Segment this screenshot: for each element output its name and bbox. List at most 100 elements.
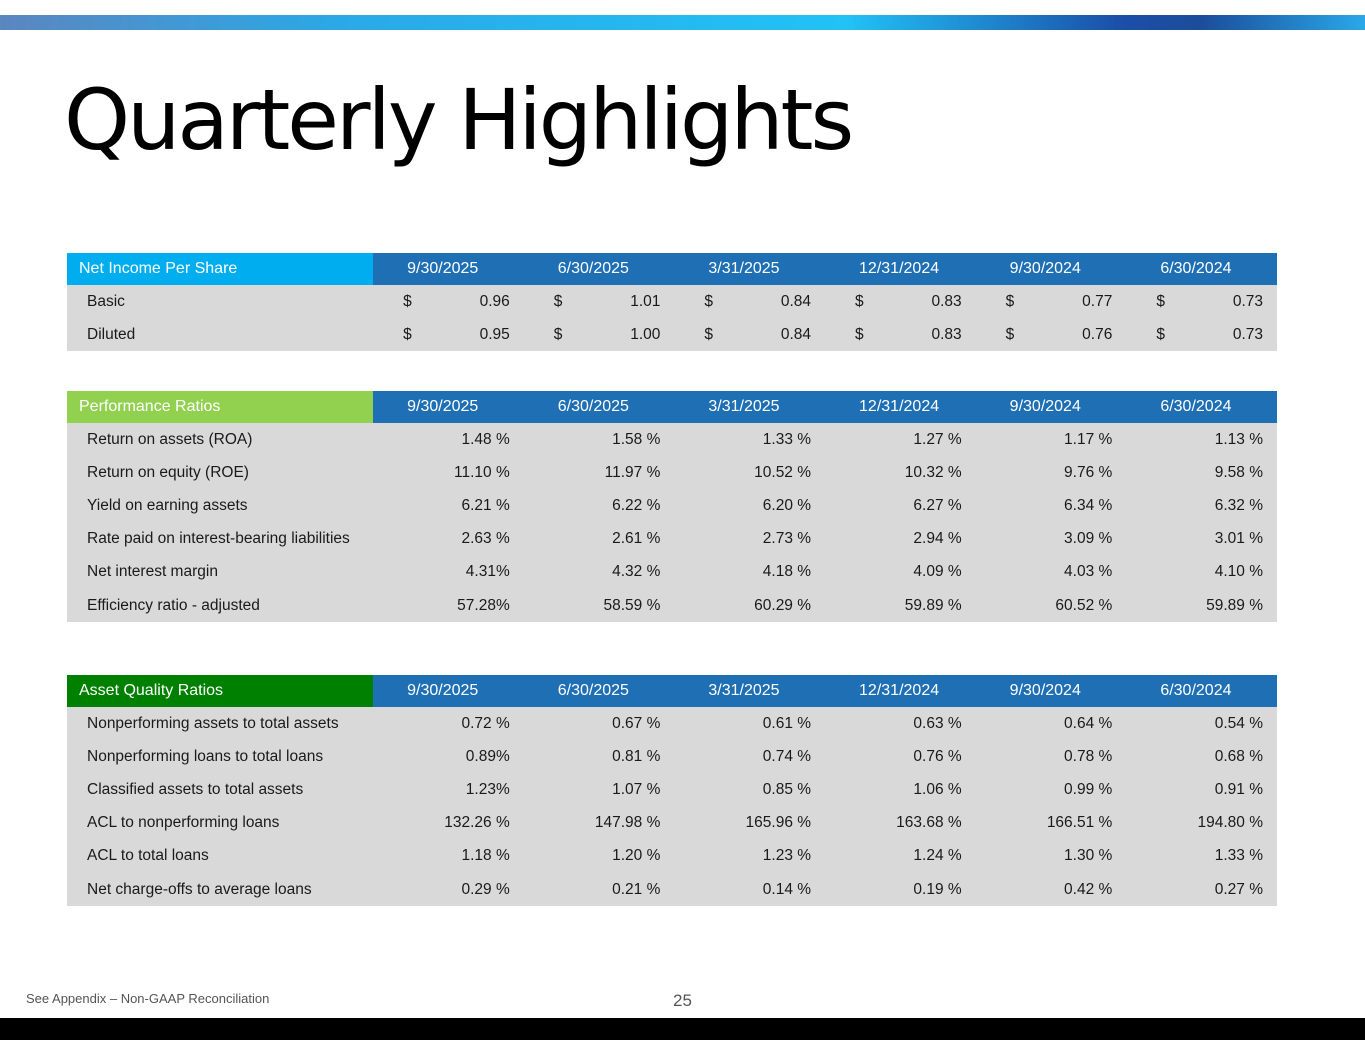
row-label: Nonperforming loans to total loans	[87, 747, 324, 765]
value-cell: 1.30 %	[1064, 847, 1113, 865]
table-row: Nonperforming assets to total assets 0.72…	[67, 707, 1277, 740]
table-header-row: Performance Ratios 9/30/2025 6/30/2025 3/31…	[67, 391, 1277, 423]
value-amount: 0.76	[1082, 325, 1113, 343]
bottom-bar	[0, 1018, 1365, 1040]
value-cell: 0.89%	[465, 747, 510, 765]
value-amount: 0.77	[1082, 292, 1113, 310]
table-row: Return on equity (ROE) 11.10 % 11.97 % 10.5…	[67, 456, 1277, 489]
value-cell: 2.94 %	[913, 530, 962, 548]
net-income-per-share-table: Net Income Per Share 9/30/2025 6/30/2025 3/…	[67, 253, 1277, 352]
quarter-column-header: 9/30/2025	[373, 253, 524, 285]
value-cell: 0.14 %	[762, 880, 812, 898]
value-cell: 2.73 %	[762, 530, 812, 548]
value-cell: 0.85 %	[762, 780, 812, 798]
value-cell: 1.18 %	[461, 847, 510, 865]
value-cell: 194.80 %	[1197, 814, 1264, 832]
value-cell: 1.24 %	[913, 847, 962, 865]
performance-ratios-table: Performance Ratios 9/30/2025 6/30/2025 3/31…	[67, 391, 1277, 623]
value-cell: 1.33 %	[762, 430, 812, 448]
value-cell: 0.63 %	[913, 714, 962, 732]
table-row: Return on assets (ROA) 1.48 % 1.58 % 1.33 %…	[67, 423, 1277, 456]
value-cell: 0.72 %	[461, 714, 510, 732]
value-cell: 1.23 %	[762, 847, 812, 865]
currency-symbol: $	[403, 292, 412, 310]
quarter-column-header: 3/31/2025	[674, 253, 826, 285]
value-cell: 11.97 %	[604, 463, 661, 481]
top-gradient-bar	[0, 15, 1365, 30]
quarter-column-header: 6/30/2024	[1126, 253, 1277, 285]
value-cell: 1.17 %	[1064, 430, 1113, 448]
table-header-row: Asset Quality Ratios 9/30/2025 6/30/2025 3/…	[67, 675, 1277, 707]
value-cell: 1.33 %	[1214, 847, 1263, 865]
value-cell: 59.89 %	[1206, 596, 1263, 614]
value-cell: 0.54 %	[1214, 714, 1263, 732]
table-row: Basic $0.96 $1.01 $0.84 $0.83 $0.77 $0.73	[67, 285, 1277, 318]
value-cell: 1.23%	[465, 780, 510, 798]
value-cell: 57.28%	[457, 596, 510, 614]
value-amount: 0.83	[931, 325, 962, 343]
value-cell: 6.27 %	[913, 496, 962, 514]
value-cell: $0.83	[825, 285, 976, 318]
value-cell: 6.20 %	[762, 496, 812, 514]
quarter-column-header: 6/30/2025	[523, 675, 675, 707]
currency-symbol: $	[553, 325, 563, 343]
value-cell: 10.32 %	[904, 463, 962, 481]
value-cell: 6.34 %	[1064, 496, 1113, 514]
value-amount: 1.01	[630, 292, 661, 310]
table-row: Nonperforming loans to total loans 0.89% 0…	[67, 740, 1277, 773]
value-cell: $0.96	[373, 285, 524, 318]
row-label: Return on equity (ROE)	[87, 463, 249, 481]
row-label: Net interest margin	[87, 563, 218, 581]
value-amount: 0.96	[479, 292, 510, 310]
value-cell: 2.63 %	[461, 530, 510, 548]
row-label: Yield on earning assets	[87, 496, 248, 514]
value-cell: 0.67 %	[612, 714, 661, 732]
table-header-row: Net Income Per Share 9/30/2025 6/30/2025 3/…	[67, 253, 1277, 285]
value-cell: 6.32 %	[1214, 496, 1263, 514]
value-cell: 0.19 %	[913, 880, 962, 898]
value-cell: 2.61 %	[612, 530, 661, 548]
quarter-column-header: 9/30/2024	[975, 391, 1127, 423]
value-cell: 9.76 %	[1064, 463, 1113, 481]
value-cell: 60.29 %	[754, 596, 812, 614]
row-label: Diluted	[87, 325, 136, 343]
page-title: Quarterly Highlights	[64, 71, 854, 169]
page-number: 25	[673, 991, 692, 1010]
quarter-column-header: 12/31/2024	[825, 253, 976, 285]
row-label: ACL to nonperforming loans	[87, 814, 280, 832]
value-cell: 163.68 %	[896, 814, 962, 832]
value-cell: 1.13 %	[1214, 430, 1263, 448]
value-cell: 1.07 %	[612, 780, 661, 798]
quarter-column-header: 6/30/2025	[523, 253, 675, 285]
footer-note: See Appendix – Non-GAAP Reconciliation	[26, 991, 270, 1006]
value-cell: 4.09 %	[913, 563, 962, 581]
currency-symbol: $	[1005, 292, 1015, 310]
value-cell: 4.31%	[465, 563, 510, 581]
value-cell: 0.21 %	[612, 880, 661, 898]
value-cell: 0.61 %	[762, 714, 812, 732]
row-label: Net charge-offs to average loans	[87, 880, 312, 898]
value-cell: 3.09 %	[1064, 530, 1113, 548]
value-cell: 0.64 %	[1064, 714, 1113, 732]
value-cell: $0.84	[674, 318, 825, 351]
value-cell: 165.96 %	[745, 814, 812, 832]
value-cell: 6.22 %	[612, 496, 661, 514]
quarter-column-header: 3/31/2025	[674, 675, 826, 707]
row-label: Efficiency ratio - adjusted	[87, 596, 260, 614]
value-cell: 59.89 %	[904, 596, 962, 614]
value-cell: 4.03 %	[1064, 563, 1113, 581]
value-cell: 132.26 %	[444, 814, 510, 832]
value-cell: 4.10 %	[1214, 563, 1263, 581]
value-cell: $0.73	[1126, 318, 1277, 351]
table-row: Yield on earning assets 6.21 % 6.22 % 6.20 …	[67, 489, 1277, 522]
value-cell: 1.06 %	[913, 780, 962, 798]
table-row: ACL to nonperforming loans 132.26 % 147.98…	[67, 807, 1277, 840]
currency-symbol: $	[403, 325, 412, 343]
value-amount: 0.83	[931, 292, 962, 310]
row-label: ACL to total loans	[87, 847, 209, 865]
quarter-column-header: 9/30/2024	[975, 253, 1127, 285]
currency-symbol: $	[704, 325, 714, 343]
value-cell: 4.18 %	[762, 563, 812, 581]
row-label: Rate paid on interest-bearing liabilitie…	[87, 530, 350, 548]
value-cell: $1.01	[524, 285, 675, 318]
